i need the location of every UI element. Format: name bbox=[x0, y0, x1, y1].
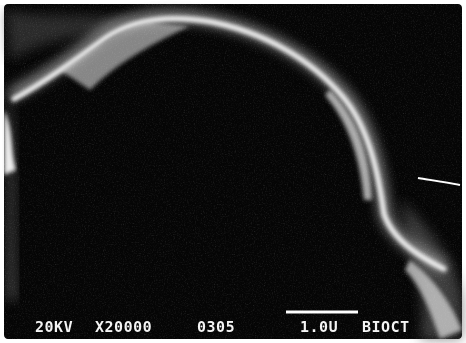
image-number-label: 0305 bbox=[197, 318, 235, 336]
page: 20KV X20000 0305 1.0U BIOCT (() => { con… bbox=[0, 0, 466, 343]
micrograph: 20KV X20000 0305 1.0U BIOCT bbox=[0, 0, 466, 343]
lab-label: BIOCT bbox=[362, 318, 410, 336]
scale-label: 1.0U bbox=[300, 318, 338, 336]
particle-rim bbox=[0, 0, 466, 343]
magnification-label: X20000 bbox=[95, 318, 152, 336]
voltage-label: 20KV bbox=[35, 318, 73, 336]
